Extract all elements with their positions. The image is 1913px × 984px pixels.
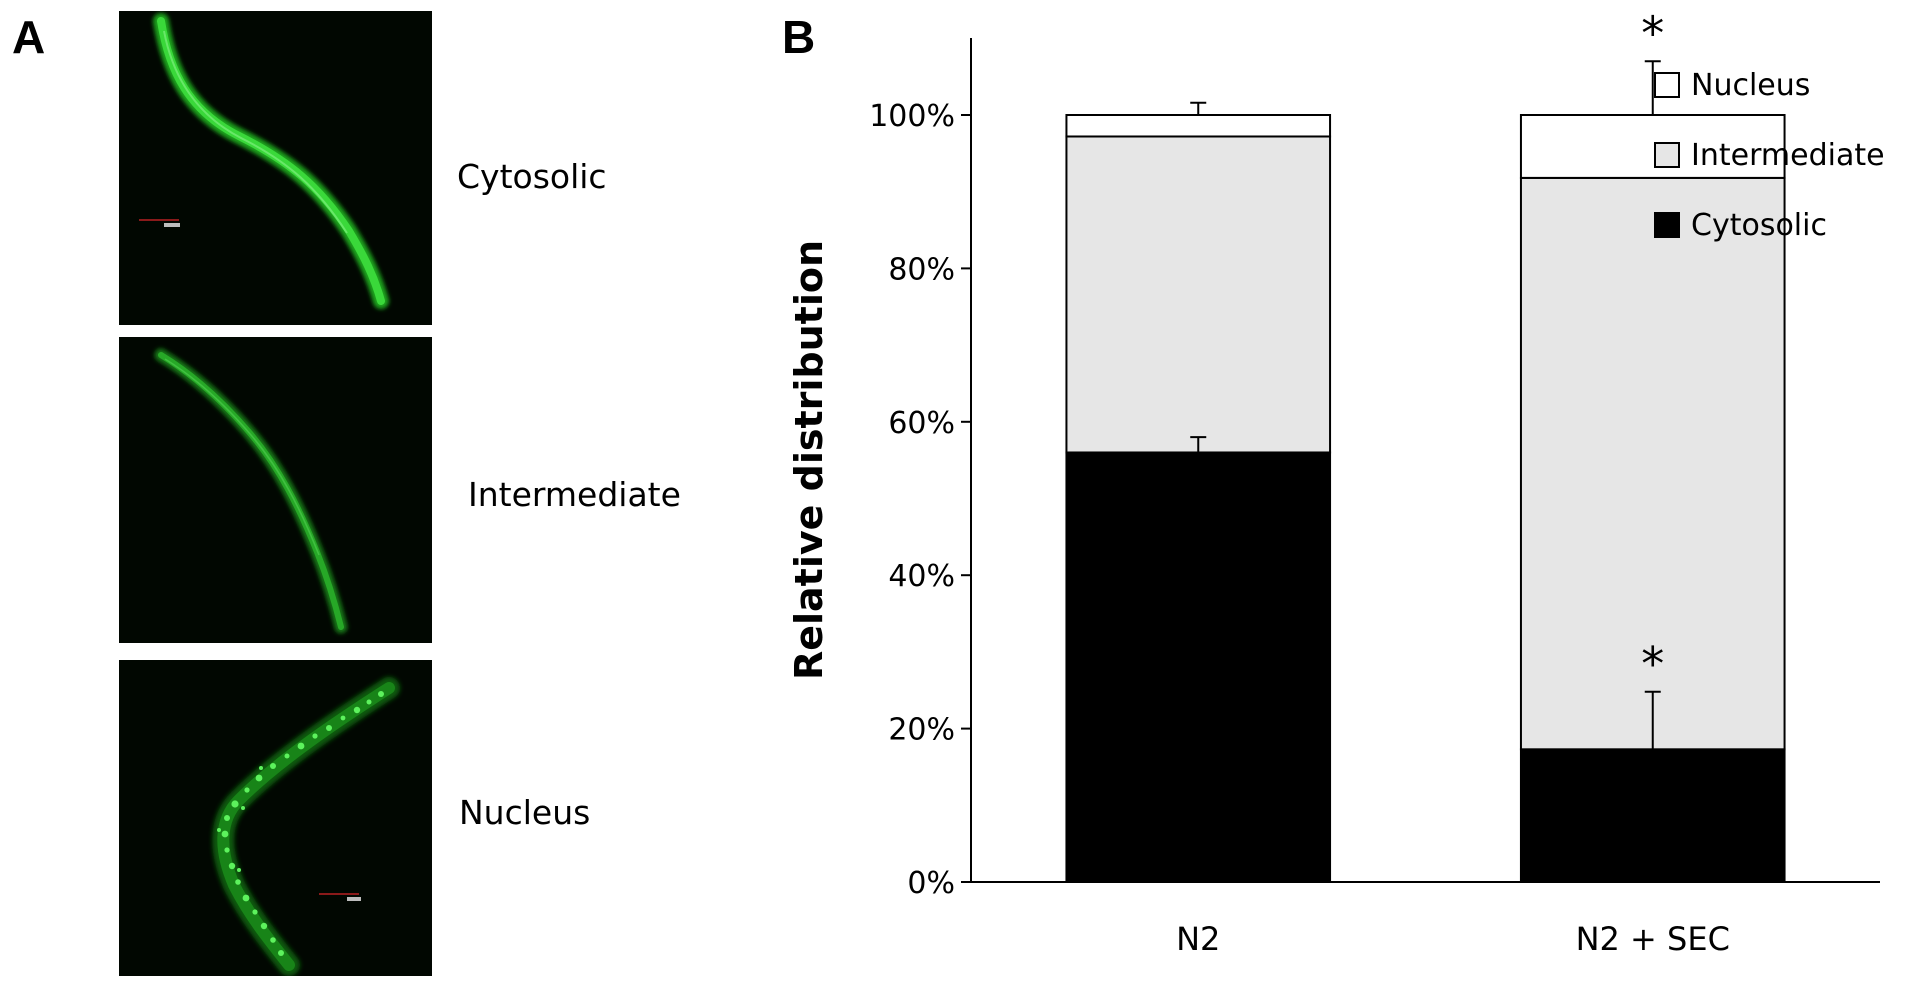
x-tick-label: N2 + SEC	[1576, 920, 1730, 958]
legend: Nucleus Intermediate Cytosolic	[1654, 68, 1885, 243]
significance-marks: **	[1641, 6, 1664, 690]
bar-segment-intermediate	[1065, 135, 1332, 454]
y-tick-label: 60%	[888, 406, 955, 441]
bar-segment-cytosolic	[1065, 451, 1332, 883]
significance-asterisk: *	[1641, 6, 1664, 60]
y-axis: 0% 20% 40% 60% 80% 100%	[869, 38, 972, 901]
legend-label: Cytosolic	[1691, 208, 1827, 243]
bars	[1065, 114, 1786, 884]
x-axis: N2 N2 + SEC	[971, 881, 1880, 958]
panel-b-letter: B	[782, 11, 816, 63]
bar-segment-cytosolic	[1519, 748, 1786, 884]
legend-swatch-intermediate	[1654, 142, 1680, 168]
panel-a-letter: A	[12, 11, 46, 63]
micrograph-cytosolic	[119, 11, 432, 325]
x-tick-label: N2	[1176, 920, 1220, 958]
bar-segment-nucleus	[1065, 114, 1332, 138]
significance-asterisk: *	[1641, 637, 1664, 691]
micrograph-intermediate	[119, 337, 432, 643]
bar-segment-intermediate	[1519, 176, 1786, 751]
y-tick-label: 100%	[869, 99, 955, 134]
legend-label: Nucleus	[1691, 68, 1810, 103]
legend-swatch-nucleus	[1654, 72, 1680, 98]
y-axis-label: Relative distribution	[787, 240, 831, 680]
micrograph-label-intermediate: Intermediate	[468, 475, 681, 514]
micrograph-nucleus	[119, 660, 432, 976]
y-tick-label: 80%	[888, 252, 955, 287]
legend-swatch-cytosolic	[1654, 212, 1680, 238]
y-tick-label: 0%	[907, 866, 955, 901]
error-bars	[1190, 60, 1661, 750]
y-tick-label: 20%	[888, 713, 955, 748]
micrograph-label-cytosolic: Cytosolic	[457, 157, 607, 196]
y-tick-label: 40%	[888, 559, 955, 594]
bar-segment-nucleus	[1519, 114, 1786, 179]
stacked-bar-chart: 0%20%40%60%80%100% ** N2 N2 + SEC Nucleus…	[787, 6, 1885, 958]
legend-label: Intermediate	[1691, 138, 1885, 173]
micrograph-label-nucleus: Nucleus	[459, 793, 591, 832]
